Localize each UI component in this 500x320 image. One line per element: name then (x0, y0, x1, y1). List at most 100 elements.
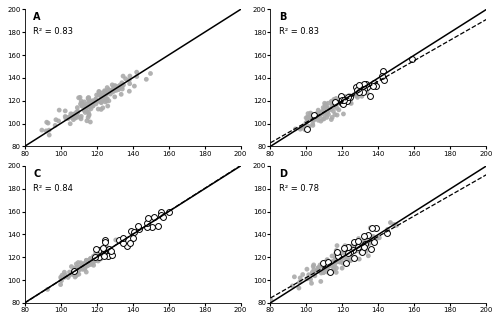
Point (90, 257, 98, 262)
Text: D: D (279, 169, 287, 179)
Point (82, 269, 90, 275)
Point (80, 108, 88, 113)
Point (319, 109, 327, 114)
Point (310, 117, 318, 122)
Point (64, 116, 72, 121)
Point (97, 246, 105, 252)
Point (80, 263, 88, 268)
Point (71, 269, 79, 274)
Point (355, 83, 363, 88)
Point (341, 94, 349, 99)
Point (55, 108, 63, 113)
Point (380, 76, 388, 81)
Point (346, 100, 354, 105)
Point (84, 263, 92, 268)
Point (88, 101, 96, 106)
Point (342, 100, 349, 105)
Point (352, 84, 360, 89)
Point (97, 107, 105, 112)
Point (320, 261, 328, 266)
Point (360, 82, 368, 87)
Point (73, 272, 81, 277)
Point (68, 112, 76, 117)
Point (96, 247, 104, 252)
Point (392, 223, 400, 228)
Point (332, 266, 340, 271)
Point (323, 110, 331, 115)
Point (72, 272, 80, 277)
Point (70, 117, 78, 122)
Point (81, 104, 89, 109)
Point (364, 85, 372, 90)
Point (324, 265, 332, 270)
Point (88, 258, 96, 263)
Point (335, 107, 343, 112)
Point (74, 105, 82, 110)
Point (81, 263, 89, 268)
Point (314, 112, 322, 117)
Point (94, 259, 102, 264)
Point (108, 252, 116, 258)
Point (90, 259, 98, 264)
Point (335, 253, 343, 258)
Point (110, 94, 118, 100)
Point (344, 100, 351, 105)
Point (337, 94, 345, 99)
Point (70, 111, 78, 116)
Point (360, 237, 368, 242)
Point (90, 255, 98, 260)
Point (67, 115, 75, 120)
Point (68, 264, 76, 269)
Point (148, 225, 156, 230)
Point (74, 265, 82, 270)
Point (88, 102, 96, 107)
Text: R² = 0.78: R² = 0.78 (279, 184, 319, 193)
Point (350, 256, 358, 261)
Point (45, 128, 53, 133)
Point (83, 118, 91, 123)
Point (118, 80, 126, 85)
Point (92, 252, 100, 257)
Point (364, 253, 372, 258)
Point (323, 115, 331, 120)
Point (345, 259, 353, 264)
Point (317, 279, 325, 284)
Point (288, 284, 296, 289)
Point (125, 77, 133, 83)
Point (108, 248, 116, 253)
Point (44, 287, 52, 292)
Point (360, 86, 368, 91)
Point (304, 111, 312, 116)
Point (350, 249, 358, 254)
Point (370, 239, 378, 244)
Point (318, 260, 326, 266)
Point (372, 236, 380, 241)
Point (340, 255, 348, 260)
Point (82, 260, 90, 265)
Point (346, 94, 354, 99)
Point (372, 225, 380, 230)
Point (324, 109, 332, 114)
Point (61, 108, 69, 114)
Point (78, 103, 86, 108)
Point (54, 118, 62, 124)
Point (328, 253, 336, 259)
Point (324, 101, 332, 106)
Point (354, 244, 362, 249)
Point (103, 96, 111, 101)
Point (86, 256, 94, 261)
Point (310, 118, 318, 123)
Point (102, 247, 110, 252)
Point (333, 113, 341, 118)
Point (76, 95, 84, 100)
Point (358, 250, 366, 255)
Point (82, 262, 90, 267)
Point (158, 212, 166, 217)
Point (62, 115, 70, 120)
Point (360, 242, 368, 247)
Point (122, 76, 130, 81)
Point (347, 250, 355, 255)
Point (91, 254, 99, 260)
Point (308, 281, 316, 286)
Point (86, 103, 94, 108)
